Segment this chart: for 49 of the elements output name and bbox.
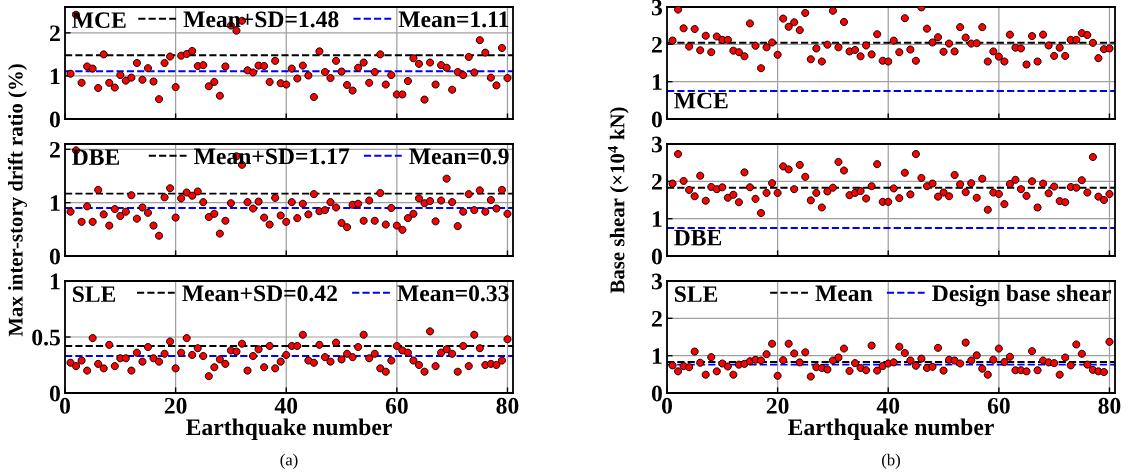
legend-label: Mean=0.33 bbox=[397, 285, 509, 302]
y-tick-label: 2 bbox=[652, 36, 662, 53]
legend-label: Mean+SD=1.48 bbox=[183, 11, 339, 28]
y-tick-label: 2 bbox=[652, 173, 662, 190]
x-axis-title: Earthquake number bbox=[788, 418, 994, 440]
y-tick-label: 3 bbox=[651, 0, 663, 16]
annotation: MCE bbox=[72, 12, 126, 29]
text: (b) bbox=[882, 453, 900, 469]
y-tick-label: 1 bbox=[652, 211, 662, 227]
y-tick-label: 1 bbox=[652, 74, 662, 90]
y-tick-label: 1 bbox=[50, 195, 60, 211]
legend-label: Mean=1.11 bbox=[398, 11, 509, 28]
y-tick-label: 1 bbox=[50, 273, 60, 290]
y-tick-label: 1 bbox=[50, 68, 60, 85]
x-tick-label: 20 bbox=[164, 397, 187, 414]
x-tick-label: 80 bbox=[1098, 397, 1121, 414]
y-axis-title: Base shear (×10$^{4}$ kN) bbox=[607, 107, 629, 294]
y-axis-title: Max inter-story drift ratio (%) bbox=[7, 64, 27, 337]
x-tick-label: 60 bbox=[987, 397, 1010, 414]
x-tick-label: 40 bbox=[274, 397, 298, 414]
y-tick-label: 0 bbox=[651, 111, 662, 128]
y-tick-label: 0.5 bbox=[32, 329, 60, 346]
legend-label: Mean bbox=[815, 285, 873, 302]
legend-label: Mean=0.9 bbox=[409, 148, 509, 165]
annotation: SLE bbox=[674, 286, 718, 303]
y-tick-label: 0 bbox=[49, 248, 60, 265]
legend-label: Design base shear bbox=[932, 284, 1111, 307]
legend-label: Mean+SD=1.17 bbox=[194, 148, 350, 165]
x-tick-label: 80 bbox=[496, 397, 519, 414]
y-tick-label: 1 bbox=[652, 348, 662, 364]
y-tick-label: 0 bbox=[651, 248, 662, 265]
y-tick-label: 3 bbox=[651, 136, 663, 153]
x-tick-label: 40 bbox=[876, 397, 900, 414]
y-tick-label: 2 bbox=[652, 310, 662, 327]
annotation: DBE bbox=[72, 149, 120, 165]
x-tick-label: 20 bbox=[766, 397, 789, 414]
annotation: MCE bbox=[674, 92, 728, 109]
y-tick-label: 3 bbox=[651, 273, 663, 290]
x-tick-label: 60 bbox=[385, 397, 408, 414]
y-tick-label: 2 bbox=[50, 141, 60, 158]
annotation: DBE bbox=[674, 229, 722, 246]
y-tick-label: 0 bbox=[651, 385, 662, 402]
y-tick-label: 0 bbox=[49, 111, 60, 128]
text: (a) bbox=[280, 453, 298, 469]
x-axis-title: Earthquake number bbox=[186, 418, 392, 440]
annotation: SLE bbox=[72, 286, 116, 303]
legend-label: Mean+SD=0.42 bbox=[182, 285, 337, 302]
y-tick-label: 2 bbox=[50, 25, 60, 42]
y-tick-label: 0 bbox=[49, 385, 60, 402]
